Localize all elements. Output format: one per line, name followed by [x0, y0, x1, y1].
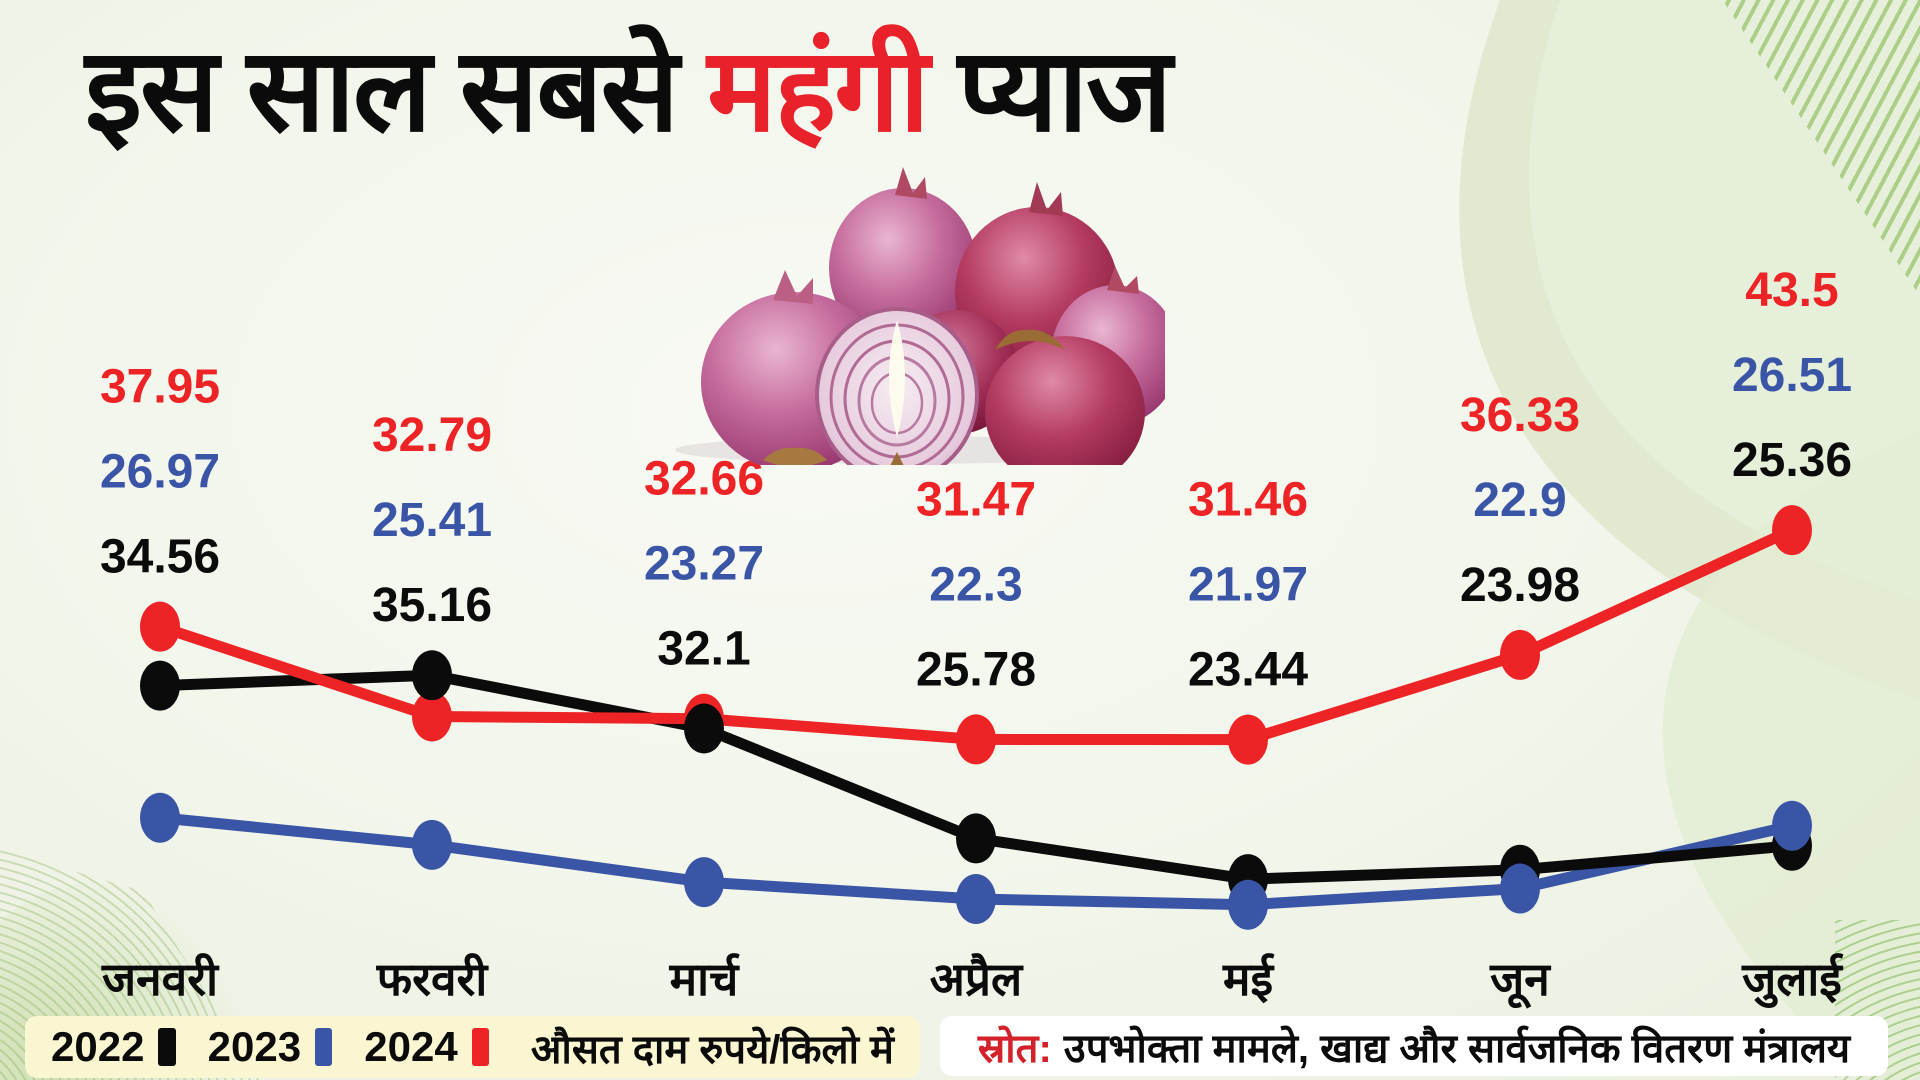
data-point-2024-जुलाई: [1772, 505, 1812, 556]
value-label-2023-जनवरी: 26.97: [100, 446, 220, 499]
value-label-2024-अप्रैल: 31.47: [916, 473, 1036, 526]
title-suffix: प्याज: [927, 25, 1172, 155]
data-point-2024-अप्रैल: [956, 714, 996, 765]
value-label-2023-मई: 21.97: [1188, 559, 1308, 612]
value-label-2022-जून: 23.98: [1460, 559, 1580, 612]
legend-swatch-2024: [471, 1028, 489, 1066]
value-label-2024-जुलाई: 43.5: [1745, 264, 1838, 317]
value-label-2023-अप्रैल: 22.3: [929, 558, 1022, 611]
data-point-2023-मई: [1228, 879, 1268, 930]
month-label-5: मई: [1222, 953, 1275, 1005]
value-label-2022-मार्च: 32.1: [657, 623, 750, 676]
data-point-2023-फरवरी: [412, 819, 452, 870]
value-label-2024-मई: 31.46: [1188, 474, 1308, 527]
data-point-2023-जून: [1500, 863, 1540, 914]
title-prefix: इस साल सबसे: [85, 25, 708, 155]
data-point-2023-जनवरी: [140, 792, 180, 843]
chart-legend: 2022 2023 2024 औसत दाम रुपये/किलो में: [25, 1016, 920, 1078]
legend-note: औसत दाम रुपये/किलो में: [530, 1027, 894, 1072]
data-point-2024-जनवरी: [140, 601, 180, 652]
data-point-2023-अप्रैल: [956, 873, 996, 924]
cut-onion-half: [815, 307, 979, 465]
data-point-2024-जून: [1500, 629, 1540, 680]
title-highlight: महंगी: [707, 25, 929, 155]
value-label-2023-जुलाई: 26.51: [1732, 349, 1852, 402]
month-label-6: जून: [1489, 953, 1551, 1009]
value-label-2022-जनवरी: 34.56: [100, 531, 220, 584]
source-label: स्रोत:: [977, 1026, 1052, 1071]
data-point-2022-मार्च: [684, 703, 724, 754]
page-title: इस साल सबसे महंगी प्याज: [85, 18, 1845, 163]
value-label-2022-फरवरी: 35.16: [372, 579, 492, 632]
value-label-2024-मार्च: 32.66: [644, 453, 764, 506]
value-label-2022-अप्रैल: 25.78: [916, 643, 1036, 696]
data-point-2024-मई: [1228, 714, 1268, 765]
legend-swatch-2023: [315, 1028, 333, 1066]
data-point-2022-फरवरी: [412, 650, 452, 701]
legend-year-2024: 2024: [364, 1023, 458, 1070]
month-label-7: जुलाई: [1741, 953, 1844, 1009]
data-point-2023-जुलाई: [1772, 800, 1812, 851]
source-bar: स्रोत: उपभोक्ता मामले, खाद्य और सार्वजनि…: [940, 1016, 1888, 1076]
onion-image: [675, 167, 1165, 465]
value-label-2024-फरवरी: 32.79: [372, 409, 492, 462]
data-point-2022-अप्रैल: [956, 813, 996, 864]
value-label-2022-जुलाई: 25.36: [1732, 434, 1852, 487]
data-point-2024-फरवरी: [412, 691, 452, 742]
legend-year-2022: 2022: [51, 1023, 145, 1070]
month-label-4: अप्रैल: [930, 953, 1024, 1005]
value-label-2023-मार्च: 23.27: [644, 538, 764, 591]
source-text: उपभोक्ता मामले, खाद्य और सार्वजनिक वितरण…: [1063, 1026, 1851, 1071]
month-label-1: जनवरी: [101, 953, 220, 1005]
value-label-2023-फरवरी: 25.41: [372, 494, 492, 547]
data-point-2022-जनवरी: [140, 660, 180, 711]
legend-swatch-2022: [158, 1028, 176, 1066]
value-label-2022-मई: 23.44: [1188, 644, 1308, 697]
legend-year-2023: 2023: [207, 1023, 302, 1070]
data-point-2023-मार्च: [684, 857, 724, 908]
value-label-2024-जनवरी: 37.95: [100, 361, 220, 414]
month-label-2: फरवरी: [376, 953, 490, 1005]
month-label-3: मार्च: [669, 953, 741, 1005]
value-label-2024-जून: 36.33: [1460, 389, 1580, 442]
value-label-2023-जून: 22.9: [1473, 474, 1566, 527]
